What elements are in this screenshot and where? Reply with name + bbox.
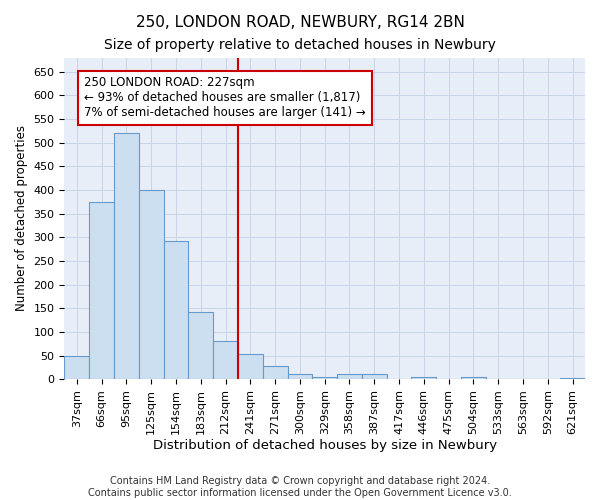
Bar (213, 342, 238, 379)
Bar (89, 202, 114, 379)
Bar (238, 354, 263, 379)
Bar (412, 378, 436, 379)
Bar (263, 366, 287, 379)
Text: 250 LONDON ROAD: 227sqm
← 93% of detached houses are smaller (1,817)
7% of semi-: 250 LONDON ROAD: 227sqm ← 93% of detache… (84, 76, 366, 120)
Bar (64, 356, 89, 379)
Text: Size of property relative to detached houses in Newbury: Size of property relative to detached ho… (104, 38, 496, 52)
Bar (337, 374, 362, 379)
Text: 250, LONDON ROAD, NEWBURY, RG14 2BN: 250, LONDON ROAD, NEWBURY, RG14 2BN (136, 15, 464, 30)
Bar (287, 374, 313, 379)
Text: Contains HM Land Registry data © Crown copyright and database right 2024.
Contai: Contains HM Land Registry data © Crown c… (88, 476, 512, 498)
X-axis label: Distribution of detached houses by size in Newbury: Distribution of detached houses by size … (152, 440, 497, 452)
Y-axis label: Number of detached properties: Number of detached properties (15, 126, 28, 312)
Bar (461, 378, 486, 379)
Bar (164, 241, 188, 379)
Bar (362, 374, 386, 379)
Bar (114, 133, 139, 379)
Bar (139, 190, 164, 379)
Bar (313, 377, 337, 379)
Bar (188, 312, 213, 379)
Bar (560, 378, 585, 379)
